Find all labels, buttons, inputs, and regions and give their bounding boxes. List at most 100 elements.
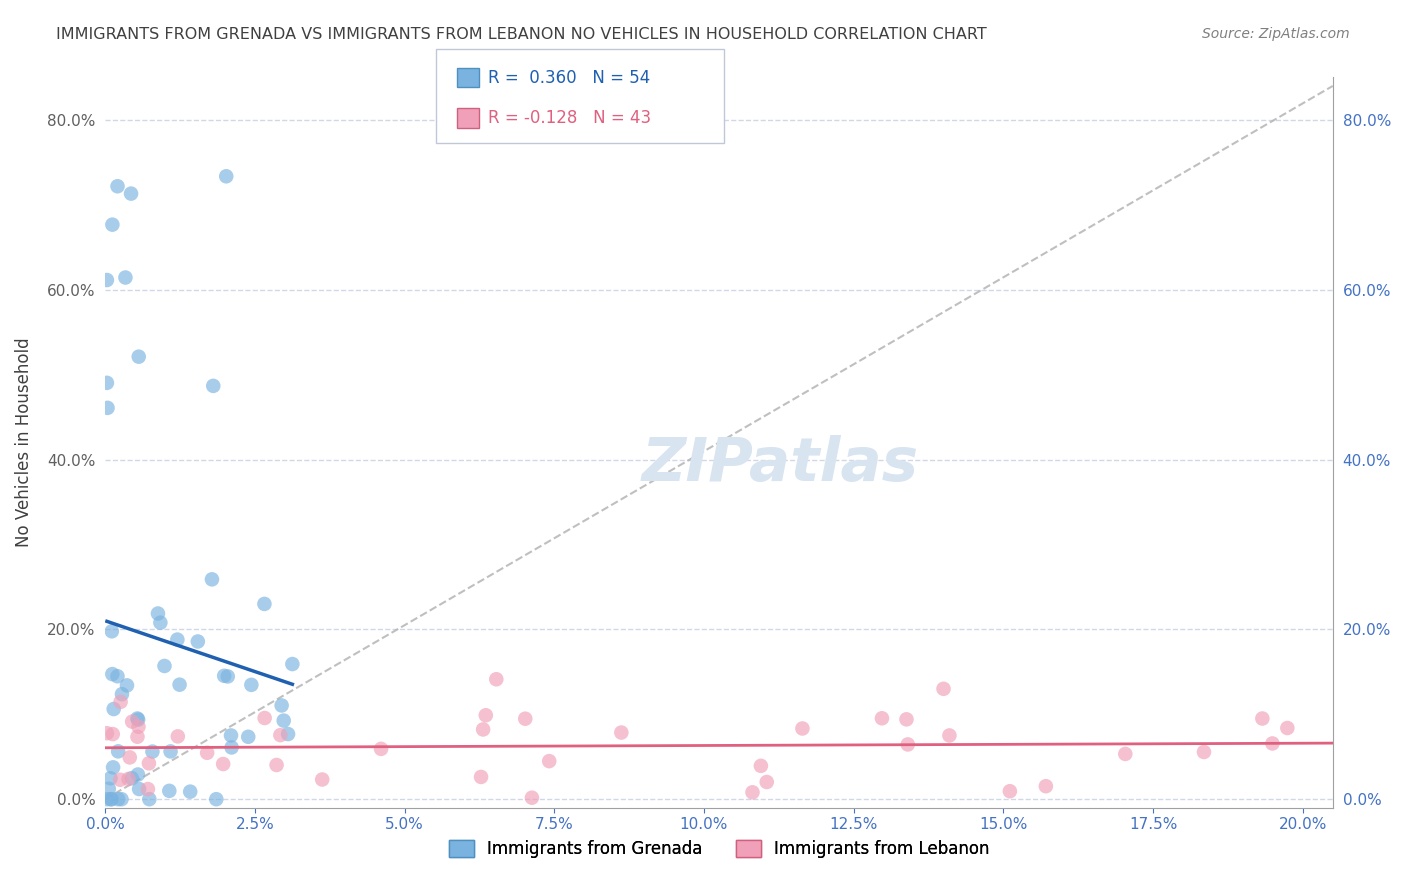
Point xyxy=(153,659,176,673)
Point xyxy=(253,711,276,725)
Point xyxy=(138,756,160,771)
Point xyxy=(269,728,291,742)
Point xyxy=(470,770,492,784)
Point xyxy=(96,273,118,287)
Point xyxy=(212,757,235,772)
Point xyxy=(110,695,132,709)
Point xyxy=(146,607,169,621)
Point xyxy=(107,792,129,806)
Point xyxy=(107,179,129,194)
Point xyxy=(515,712,537,726)
Point xyxy=(270,698,292,713)
Point xyxy=(111,687,134,701)
Point xyxy=(205,792,228,806)
Point xyxy=(741,785,763,799)
Point xyxy=(103,702,125,716)
Point xyxy=(169,678,191,692)
Point xyxy=(219,728,242,742)
Point xyxy=(96,726,118,740)
Point xyxy=(157,784,180,798)
Point xyxy=(128,350,150,364)
Point xyxy=(215,169,238,184)
Point xyxy=(127,767,149,781)
Point xyxy=(896,712,918,726)
Point xyxy=(96,401,118,415)
Text: ZIPatlas: ZIPatlas xyxy=(641,435,920,494)
Point xyxy=(370,742,392,756)
Point xyxy=(201,572,224,586)
Text: Source: ZipAtlas.com: Source: ZipAtlas.com xyxy=(1202,27,1350,41)
Point xyxy=(187,634,209,648)
Point xyxy=(101,760,124,774)
Point xyxy=(221,740,243,755)
Point xyxy=(998,784,1021,798)
Point xyxy=(96,792,118,806)
Point xyxy=(107,669,129,683)
Point xyxy=(472,723,495,737)
Point xyxy=(485,672,508,686)
Point xyxy=(253,597,276,611)
Y-axis label: No Vehicles in Household: No Vehicles in Household xyxy=(15,338,32,548)
Point xyxy=(120,186,142,201)
Point xyxy=(138,792,160,806)
Point xyxy=(118,750,141,764)
Point xyxy=(266,758,288,772)
Point xyxy=(127,730,149,744)
Point xyxy=(101,218,124,232)
Point xyxy=(100,792,122,806)
Point xyxy=(115,678,138,692)
Text: IMMIGRANTS FROM GRENADA VS IMMIGRANTS FROM LEBANON NO VEHICLES IN HOUSEHOLD CORR: IMMIGRANTS FROM GRENADA VS IMMIGRANTS FR… xyxy=(56,27,987,42)
Point xyxy=(179,784,201,798)
Point xyxy=(277,727,299,741)
Point xyxy=(938,728,960,742)
Point xyxy=(166,730,188,744)
Point xyxy=(1114,747,1136,761)
Point xyxy=(217,669,239,683)
Legend: Immigrants from Grenada, Immigrants from Lebanon: Immigrants from Grenada, Immigrants from… xyxy=(441,833,995,865)
Point xyxy=(212,669,235,683)
Point xyxy=(128,782,150,797)
Point xyxy=(238,730,260,744)
Point xyxy=(311,772,333,787)
Point xyxy=(897,738,920,752)
Point xyxy=(1277,721,1299,735)
Point xyxy=(159,744,181,758)
Point xyxy=(166,632,188,647)
Text: R =  0.360   N = 54: R = 0.360 N = 54 xyxy=(488,69,650,87)
Point xyxy=(749,759,772,773)
Point xyxy=(538,754,561,768)
Point xyxy=(96,376,118,390)
Point xyxy=(195,746,218,760)
Point xyxy=(101,667,124,681)
Point xyxy=(202,379,225,393)
Point xyxy=(1261,736,1284,750)
Point xyxy=(100,792,122,806)
Point xyxy=(520,790,543,805)
Point xyxy=(107,744,129,758)
Point xyxy=(127,712,149,726)
Point xyxy=(108,772,131,787)
Point xyxy=(101,727,124,741)
Point xyxy=(127,713,149,727)
Point xyxy=(610,725,633,739)
Point xyxy=(1251,712,1274,726)
Point xyxy=(240,678,263,692)
Point xyxy=(97,781,120,796)
Point xyxy=(141,745,163,759)
Point xyxy=(117,772,139,786)
Point xyxy=(127,720,149,734)
Point xyxy=(1035,779,1057,793)
Point xyxy=(114,270,136,285)
Point xyxy=(110,792,132,806)
Point xyxy=(121,771,143,785)
Point xyxy=(755,775,778,789)
Point xyxy=(121,714,143,729)
Point xyxy=(101,624,124,639)
Text: R = -0.128   N = 43: R = -0.128 N = 43 xyxy=(488,109,651,127)
Point xyxy=(273,714,295,728)
Point xyxy=(281,657,304,671)
Point xyxy=(792,722,814,736)
Point xyxy=(1192,745,1215,759)
Point xyxy=(870,711,893,725)
Point xyxy=(100,772,122,786)
